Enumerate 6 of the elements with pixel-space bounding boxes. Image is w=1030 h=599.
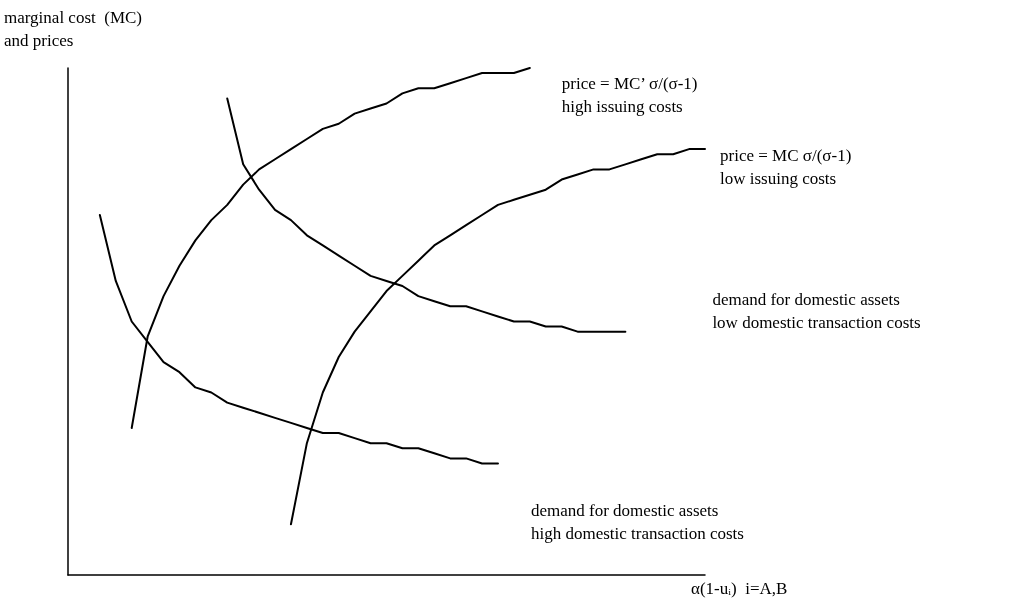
annotation: price = MC’ σ/(σ-1) high issuing costs xyxy=(561,74,698,116)
text: demand for domestic assets low domestic transaction costs xyxy=(712,289,921,332)
text: price = MC σ/(σ-1) low issuing costs xyxy=(720,146,852,189)
x-axis-title: α(1-uᵢ) i=A,B xyxy=(691,578,788,598)
y-axis-title: marginal cost (MC) and prices xyxy=(4,8,143,50)
annotation: demand for domestic assets high domestic transaction costs xyxy=(530,501,744,544)
